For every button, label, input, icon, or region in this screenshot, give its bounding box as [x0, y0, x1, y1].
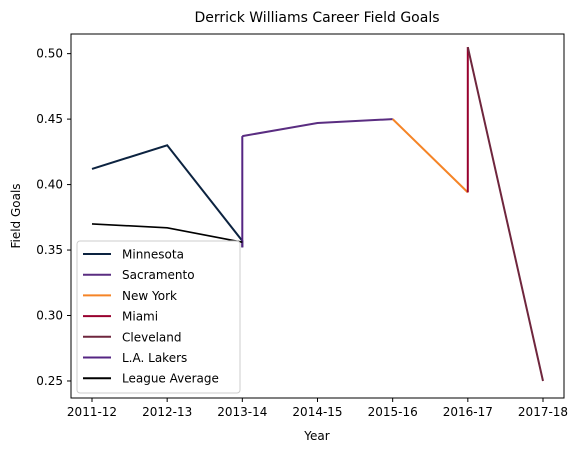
plot-area — [91, 46, 544, 382]
x-tick-label-3: 2014-15 — [292, 405, 342, 419]
y-axis: 0.25 0.30 0.35 0.40 0.45 0.50 — [36, 47, 71, 388]
legend-label-1: Sacramento — [122, 268, 195, 282]
legend: Minnesota Sacramento New York Miami Clevelan… — [76, 240, 241, 394]
x-axis-label: Year — [303, 429, 329, 443]
x-tick-label-2: 2013-14 — [217, 405, 267, 419]
legend-label-0: Minnesota — [122, 248, 184, 262]
chart-title: Derrick Williams Career Field Goals — [194, 10, 439, 26]
y-tick-label-0: 0.25 — [36, 374, 63, 388]
series-line-1 — [242, 118, 393, 138]
legend-label-4: Cleveland — [122, 330, 182, 344]
y-tick-label-1: 0.30 — [36, 309, 63, 323]
legend-box — [76, 240, 241, 394]
x-tick-label-6: 2017-18 — [518, 405, 568, 419]
y-tick-label-4: 0.45 — [36, 112, 63, 126]
y-tick-label-2: 0.35 — [36, 243, 63, 257]
series-line-4 — [466, 46, 544, 382]
series-line-2 — [392, 118, 469, 194]
x-tick-label-4: 2015-16 — [368, 405, 418, 419]
series-line-0 — [91, 144, 244, 248]
x-tick-label-0: 2011-12 — [67, 405, 117, 419]
legend-label-6: League Average — [122, 372, 219, 386]
legend-label-3: Miami — [122, 310, 158, 324]
legend-label-2: New York — [122, 289, 177, 303]
y-tick-label-3: 0.40 — [36, 178, 63, 192]
series-line-6 — [91, 223, 243, 243]
y-axis-label: Field Goals — [9, 183, 23, 248]
legend-label-5: L.A. Lakers — [122, 351, 187, 365]
x-tick-label-1: 2012-13 — [142, 405, 192, 419]
y-tick-label-5: 0.50 — [36, 47, 63, 61]
x-axis: 2011-12 2012-13 2013-14 2014-15 2015-16 2016-… — [67, 398, 568, 419]
x-tick-label-5: 2016-17 — [443, 405, 493, 419]
